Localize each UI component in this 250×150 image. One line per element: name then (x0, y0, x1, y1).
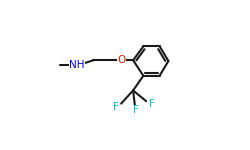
Text: F: F (112, 102, 118, 112)
Text: F: F (133, 105, 139, 116)
Text: NH: NH (70, 60, 85, 70)
Text: F: F (149, 99, 155, 109)
Text: O: O (117, 55, 126, 65)
